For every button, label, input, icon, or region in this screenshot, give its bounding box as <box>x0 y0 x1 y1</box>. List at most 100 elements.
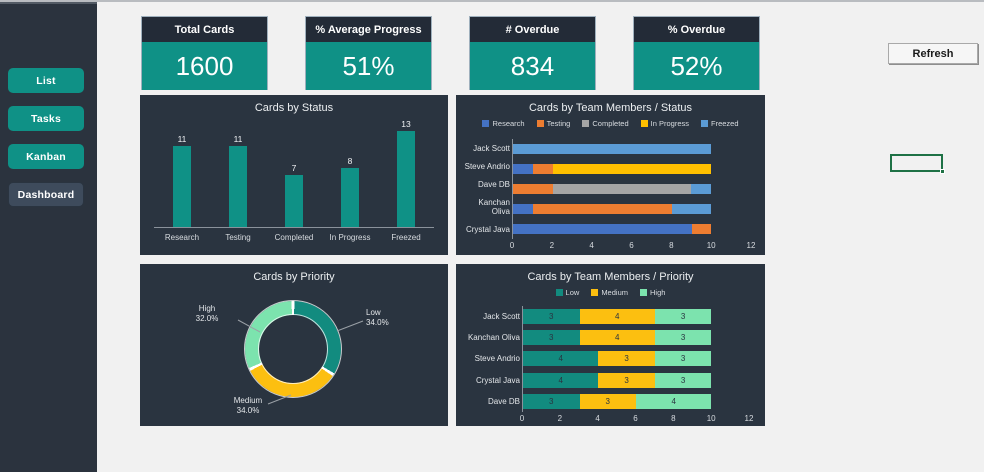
axis-tick-label: 10 <box>706 414 716 423</box>
chart-title: Cards by Team Members / Priority <box>527 271 694 283</box>
axis-tick-label: 2 <box>557 414 563 423</box>
axis-tick-label: 6 <box>629 241 634 250</box>
sidebar-item-dashboard[interactable]: Dashboard <box>8 182 84 207</box>
legend-item: Medium <box>591 288 628 297</box>
x-axis-ticks: 0 2 4 6 8 10 12 <box>510 241 756 251</box>
axis-tick-label: 6 <box>633 414 638 423</box>
bar-column: 8 <box>322 156 378 227</box>
bar-category-label: Testing <box>225 233 251 242</box>
row-label: Dave DB <box>477 179 510 189</box>
sidebar-item-kanban[interactable]: Kanban <box>8 144 84 169</box>
sidebar-item-list[interactable]: List <box>8 68 84 93</box>
bar-segment <box>513 164 533 174</box>
leader-lines <box>237 319 364 405</box>
bar <box>285 175 303 227</box>
row-label: Jack Scott <box>483 312 520 322</box>
bar-value-label: 11 <box>177 133 187 144</box>
bar-value-label: 11 <box>233 133 243 144</box>
legend-swatch <box>536 120 544 127</box>
bar <box>341 167 359 227</box>
category-labels: Jack Scott Steve Andrio Dave DB Kanchan Oli… <box>458 139 510 239</box>
axis-tick-label: 10 <box>706 241 716 250</box>
bar-segment: 3 <box>654 309 712 325</box>
bar-segment <box>532 204 672 214</box>
legend-item: In Progress <box>640 119 689 128</box>
legend-swatch <box>701 120 708 127</box>
bar <box>397 131 415 227</box>
bar-segment <box>552 184 692 194</box>
bar <box>173 145 191 227</box>
bar-segment: 3 <box>523 330 580 346</box>
slice-label-high: High 32.0% <box>195 304 219 323</box>
sidebar-item-tasks[interactable]: Tasks <box>8 106 84 131</box>
table-row <box>513 184 751 194</box>
legend-swatch <box>640 289 647 296</box>
bar-value-label: 8 <box>347 155 353 166</box>
bar-segment <box>691 184 712 194</box>
row-label: Kanchan Oliva <box>467 333 520 343</box>
stacked-bars <box>512 139 751 239</box>
legend-swatch <box>591 289 599 296</box>
sidebar: List Tasks Kanban Dashboard <box>0 2 97 472</box>
legend-item: Completed <box>582 119 629 128</box>
kpi-title: # Overdue <box>470 17 595 42</box>
row-label: Crystal Java <box>475 375 520 385</box>
axis-tick-label: 8 <box>671 414 676 423</box>
bar-value-label: 7 <box>291 163 297 174</box>
legend-item: Testing <box>536 119 570 128</box>
chart-legend: Research Testing Completed In Progress Freez… <box>456 119 765 128</box>
row-label: Steve Andrio <box>474 354 520 364</box>
legend-swatch <box>482 120 490 127</box>
selected-cell[interactable] <box>890 154 945 174</box>
legend-item: Low <box>555 288 580 297</box>
kpi-value: 834 <box>470 42 595 90</box>
kpi-title: % Overdue <box>634 17 759 42</box>
legend-label: Medium <box>601 288 628 297</box>
legend-item: Research <box>482 119 525 128</box>
table-row <box>513 204 751 214</box>
kpi-value: 1600 <box>142 42 267 90</box>
slice-label-low: Low 34.0% <box>366 308 389 327</box>
chart-title: Cards by Status <box>254 102 334 114</box>
donut-hole <box>258 314 328 384</box>
kpi-average-progress: % Average Progress 51% <box>305 16 432 90</box>
legend-item: High <box>640 288 665 297</box>
table-row <box>513 164 751 174</box>
axis-tick-label: 12 <box>746 241 756 250</box>
bar-category-label: In Progress <box>329 233 371 242</box>
axis-tick-label: 2 <box>549 241 555 250</box>
legend-label: Low <box>565 288 580 297</box>
bar-segment <box>513 144 712 154</box>
bar-segment <box>671 204 712 214</box>
bar-segment: 4 <box>523 351 599 367</box>
kpi-title: % Average Progress <box>306 17 431 42</box>
row-label: Dave DB <box>487 396 520 406</box>
bar-segment <box>513 224 692 234</box>
bar-segment: 3 <box>654 330 712 346</box>
bar-segment <box>691 224 712 234</box>
bar-category-label: Research <box>164 233 200 242</box>
bar-segment: 4 <box>636 393 712 409</box>
bar-value-label: 13 <box>401 119 411 129</box>
bar-segment: 3 <box>598 351 655 367</box>
cell-fill-handle[interactable] <box>940 169 945 174</box>
bar-plot-area: 11 11 7 8 13 <box>154 115 434 228</box>
legend-label: Freezed <box>711 119 739 128</box>
kpi-value: 52% <box>634 42 759 90</box>
axis-tick-label: 0 <box>519 414 525 423</box>
axis-tick-label: 12 <box>744 414 754 423</box>
bar-column: 11 <box>210 134 266 227</box>
bar-segment: 3 <box>523 309 580 325</box>
bar-column: 11 <box>154 134 210 227</box>
chart-cards-by-priority: Cards by Priority High 32.0% Low 34.0% Med… <box>140 264 448 426</box>
row-label: Kanchan Oliva <box>478 198 510 217</box>
bar-segment: 3 <box>523 393 580 409</box>
legend-label: Research <box>492 119 525 128</box>
kpi-overdue-percent: % Overdue 52% <box>633 16 760 90</box>
chart-team-priority: Cards by Team Members / Priority Low Medi… <box>456 264 765 426</box>
legend-label: In Progress <box>650 119 689 128</box>
refresh-button[interactable]: Refresh <box>888 43 978 64</box>
bar-segment: 4 <box>579 330 655 346</box>
